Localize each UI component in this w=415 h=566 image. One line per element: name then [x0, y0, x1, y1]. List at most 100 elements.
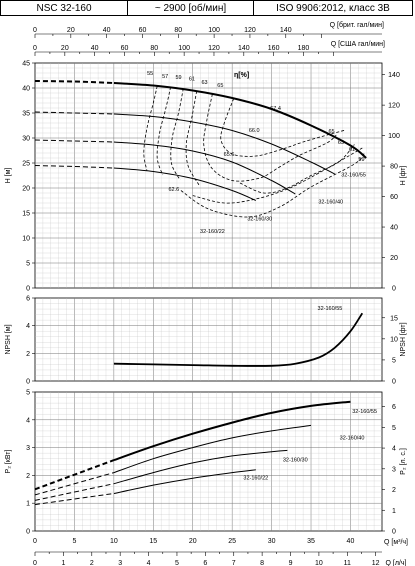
efficiency-iso-curve — [192, 147, 363, 204]
power-curve-32-160-55-line — [113, 400, 351, 462]
power-curve-32-160-40-dashed — [34, 472, 115, 496]
efficiency-axis-label: η[%] — [234, 72, 249, 79]
efficiency-iso-curve — [239, 144, 355, 194]
bottom-q-ls-label: Q [л/ч] — [386, 560, 407, 566]
top-us-tick-label: 180 — [298, 45, 310, 52]
head-panel-right-tick-label: 20 — [390, 255, 398, 262]
top-uk-tick-label: 20 — [67, 27, 75, 34]
top-us-tick-label: 80 — [150, 45, 158, 52]
bottom-m3h-tick-label: 40 — [347, 538, 355, 545]
efficiency-label: 65.6 — [224, 152, 235, 158]
bottom-m3h-tick-label: 30 — [268, 538, 276, 545]
npsh-panel-left-tick-label: 0 — [26, 379, 30, 386]
npsh-panel-left-tick-label: 6 — [26, 296, 30, 303]
bottom-m3h-tick-label: 0 — [33, 538, 37, 545]
power-panel-right-tick-label: 0 — [392, 529, 396, 536]
efficiency-label: 59 — [358, 157, 364, 163]
top-us-tick-label: 40 — [91, 45, 99, 52]
top-uk-tick-label: 60 — [139, 27, 147, 34]
efficiency-iso-curve — [156, 86, 171, 176]
efficiency-label: 62.6 — [168, 187, 179, 193]
top-uk-tick-label: 0 — [33, 27, 37, 34]
bottom-ls-tick-label: 2 — [90, 560, 94, 566]
efficiency-label: 59 — [175, 75, 181, 81]
top-uk-tick-label: 120 — [244, 27, 256, 34]
npsh-panel-right-tick-label: 0 — [392, 379, 396, 386]
efficiency-label: 57 — [162, 74, 168, 80]
power-panel-left-tick-label: 2 — [26, 473, 30, 480]
head-curve-32-160-30-dashed — [34, 139, 114, 143]
head-panel-left-tick-label: 25 — [22, 161, 30, 168]
npsh-curve-32-160-55-line — [113, 312, 364, 367]
top-us-tick-label: 120 — [208, 45, 220, 52]
power-panel-left-tick-label: 0 — [26, 529, 30, 536]
power-panel-left-tick-label: 1 — [26, 501, 30, 508]
efficiency-label: 67.4 — [270, 106, 281, 112]
head-series-label: 32-160/40 — [318, 200, 343, 206]
bottom-ls-tick-label: 7 — [232, 560, 236, 566]
power-curve-32-160-22-line — [113, 469, 256, 494]
pump-standard: ISO 9906:2012, класс 3B — [276, 2, 390, 14]
head-series-label: 32-160/55 — [341, 173, 366, 179]
power-curve-32-160-30-line — [113, 449, 288, 485]
power-curve-32-160-30-dashed — [34, 483, 115, 501]
bottom-ls-tick-label: 9 — [289, 560, 293, 566]
head-panel-left-tick-label: 0 — [26, 286, 30, 293]
bottom-m3h-tick-label: 5 — [72, 538, 76, 545]
top-us-tick-label: 60 — [121, 45, 129, 52]
power-panel-right-tick-label: 4 — [392, 446, 396, 453]
bottom-ls-tick-label: 0 — [33, 560, 37, 566]
bottom-ls-tick-label: 8 — [260, 560, 264, 566]
power-panel-right-tick-label: 3 — [392, 466, 396, 473]
efficiency-label: 66.0 — [249, 128, 260, 134]
power-series-label: 32-160/55 — [352, 409, 377, 415]
head-panel-right-tick-label: 140 — [388, 72, 400, 79]
power-panel-right-tick-label: 6 — [392, 404, 396, 411]
npsh-panel-right-tick-label: 15 — [390, 315, 398, 322]
head-curve-32-160-30-line — [113, 141, 296, 195]
head-panel-right-tick-label: 0 — [392, 286, 396, 293]
npsh-panel-left-axis-label: NPSH [м] — [5, 324, 12, 354]
head-panel-right-tick-label: 40 — [390, 225, 398, 232]
bottom-ls-tick-label: 1 — [61, 560, 65, 566]
efficiency-label: 55 — [147, 71, 153, 77]
bottom-q-m3h-label: Q [м³/ч] — [384, 539, 408, 546]
head-curve-32-160-55-dashed — [34, 80, 114, 84]
head-panel-left-tick-label: 45 — [22, 61, 30, 68]
top-us-tick-label: 160 — [268, 45, 280, 52]
power-panel-right-tick-label: 5 — [392, 425, 396, 432]
bottom-ls-tick-label: 10 — [315, 560, 323, 566]
top-q-us-label: Q [США гал/мин] — [331, 41, 385, 48]
head-panel-left-tick-label: 10 — [22, 236, 30, 243]
bottom-m3h-tick-label: 10 — [110, 538, 118, 545]
head-panel-left-tick-label: 35 — [22, 111, 30, 118]
head-series-label: 32-160/30 — [247, 217, 272, 223]
power-panel-right-tick-label: 1 — [392, 508, 396, 515]
head-panel-left-tick-label: 15 — [22, 211, 30, 218]
top-us-tick-label: 0 — [33, 45, 37, 52]
top-us-tick-label: 100 — [178, 45, 190, 52]
npsh-panel-left-tick-label: 2 — [26, 351, 30, 358]
top-uk-tick-label: 40 — [103, 27, 111, 34]
efficiency-label: 65 — [217, 83, 223, 89]
bottom-ls-tick-label: 5 — [175, 560, 179, 566]
power-panel-left-tick-label: 5 — [26, 390, 30, 397]
top-q-uk-label: Q [брит. гал/мин] — [330, 21, 384, 29]
pump-model: NSC 32-160 — [1, 1, 128, 15]
top-uk-tick-label: 100 — [208, 27, 220, 34]
efficiency-iso-curve — [170, 88, 184, 181]
power-series-label: 32-160/30 — [283, 458, 308, 464]
efficiency-label: 61 — [189, 77, 195, 83]
top-us-tick-label: 140 — [238, 45, 250, 52]
head-curve-32-160-55-line — [113, 82, 367, 159]
npsh-panel-right-tick-label: 5 — [392, 357, 396, 364]
power-series-label: 32-160/40 — [340, 435, 365, 441]
head-panel-right-tick-label: 100 — [388, 133, 400, 140]
efficiency-label: 65 — [328, 129, 334, 135]
head-curve-32-160-22-dashed — [34, 165, 114, 169]
head-panel-left-tick-label: 30 — [22, 136, 30, 143]
head-panel-right-axis-label: H [фт] — [400, 166, 407, 186]
pump-speed: ~ 2900 [об/мин] — [128, 1, 254, 15]
npsh-panel-right-axis-label: NPSH [фт] — [400, 322, 407, 356]
